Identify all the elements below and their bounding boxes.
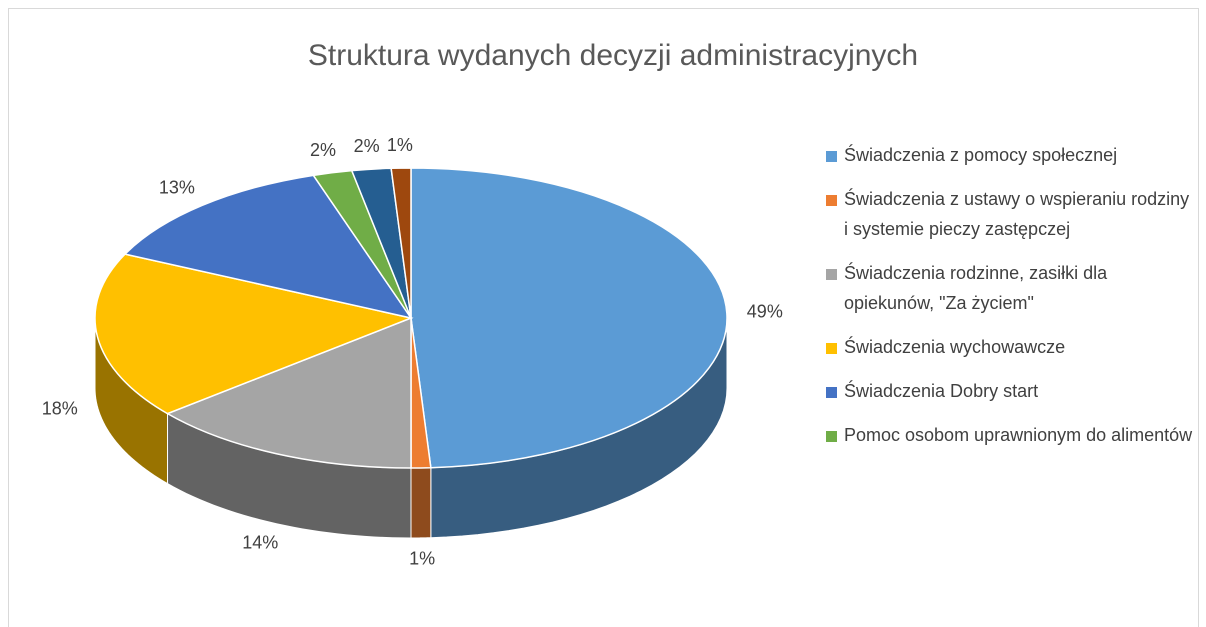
slice-tops [94,167,728,469]
slice [94,253,414,415]
data-label: 18% [42,398,78,418]
legend-label: Świadczenia Dobry start [844,381,1039,401]
legend-swatch [826,195,837,206]
chart-title: Struktura wydanych decyzji administracyj… [308,39,918,72]
legend-label: Świadczenia rodzinne, zasiłki dla opieku… [844,263,1108,313]
legend-swatch [826,387,837,398]
chart-frame [8,8,1199,627]
legend-label: Świadczenia z ustawy o wspieraniu rodzin… [844,189,1190,239]
data-label: 13% [159,178,195,198]
slice [123,174,413,320]
slice-sides [94,317,728,539]
data-label: 1% [409,549,435,569]
legend-swatch [826,343,837,354]
data-label: 2% [310,140,336,160]
legend-label: Pomoc osobom uprawnionym do alimentów [844,425,1193,445]
legend-item: Pomoc osobom uprawnionym do alimentów [826,420,1196,450]
legend-item: Świadczenia wychowawcze [826,332,1196,362]
legend-swatch [826,269,837,280]
slice [390,167,412,319]
data-label: 2% [354,136,380,156]
data-label: 1% [387,135,413,155]
slice [165,316,412,469]
legend-item: Świadczenia Dobry start [826,376,1196,406]
legend-label: Świadczenia wychowawcze [844,337,1066,357]
legend-swatch [826,151,837,162]
data-label: 14% [242,532,278,552]
legend-swatch [826,431,837,442]
legend-item: Świadczenia z pomocy społecznej [826,140,1196,170]
legend-item: Świadczenia rodzinne, zasiłki dla opieku… [826,258,1196,318]
legend-item: Świadczenia z ustawy o wspieraniu rodzin… [826,184,1196,244]
legend: Świadczenia z pomocy społecznej Świadczen… [826,140,1196,464]
slice [410,167,728,469]
data-label: 49% [747,301,783,321]
slice-side [410,467,432,539]
legend-label: Świadczenia z pomocy społecznej [844,145,1118,165]
